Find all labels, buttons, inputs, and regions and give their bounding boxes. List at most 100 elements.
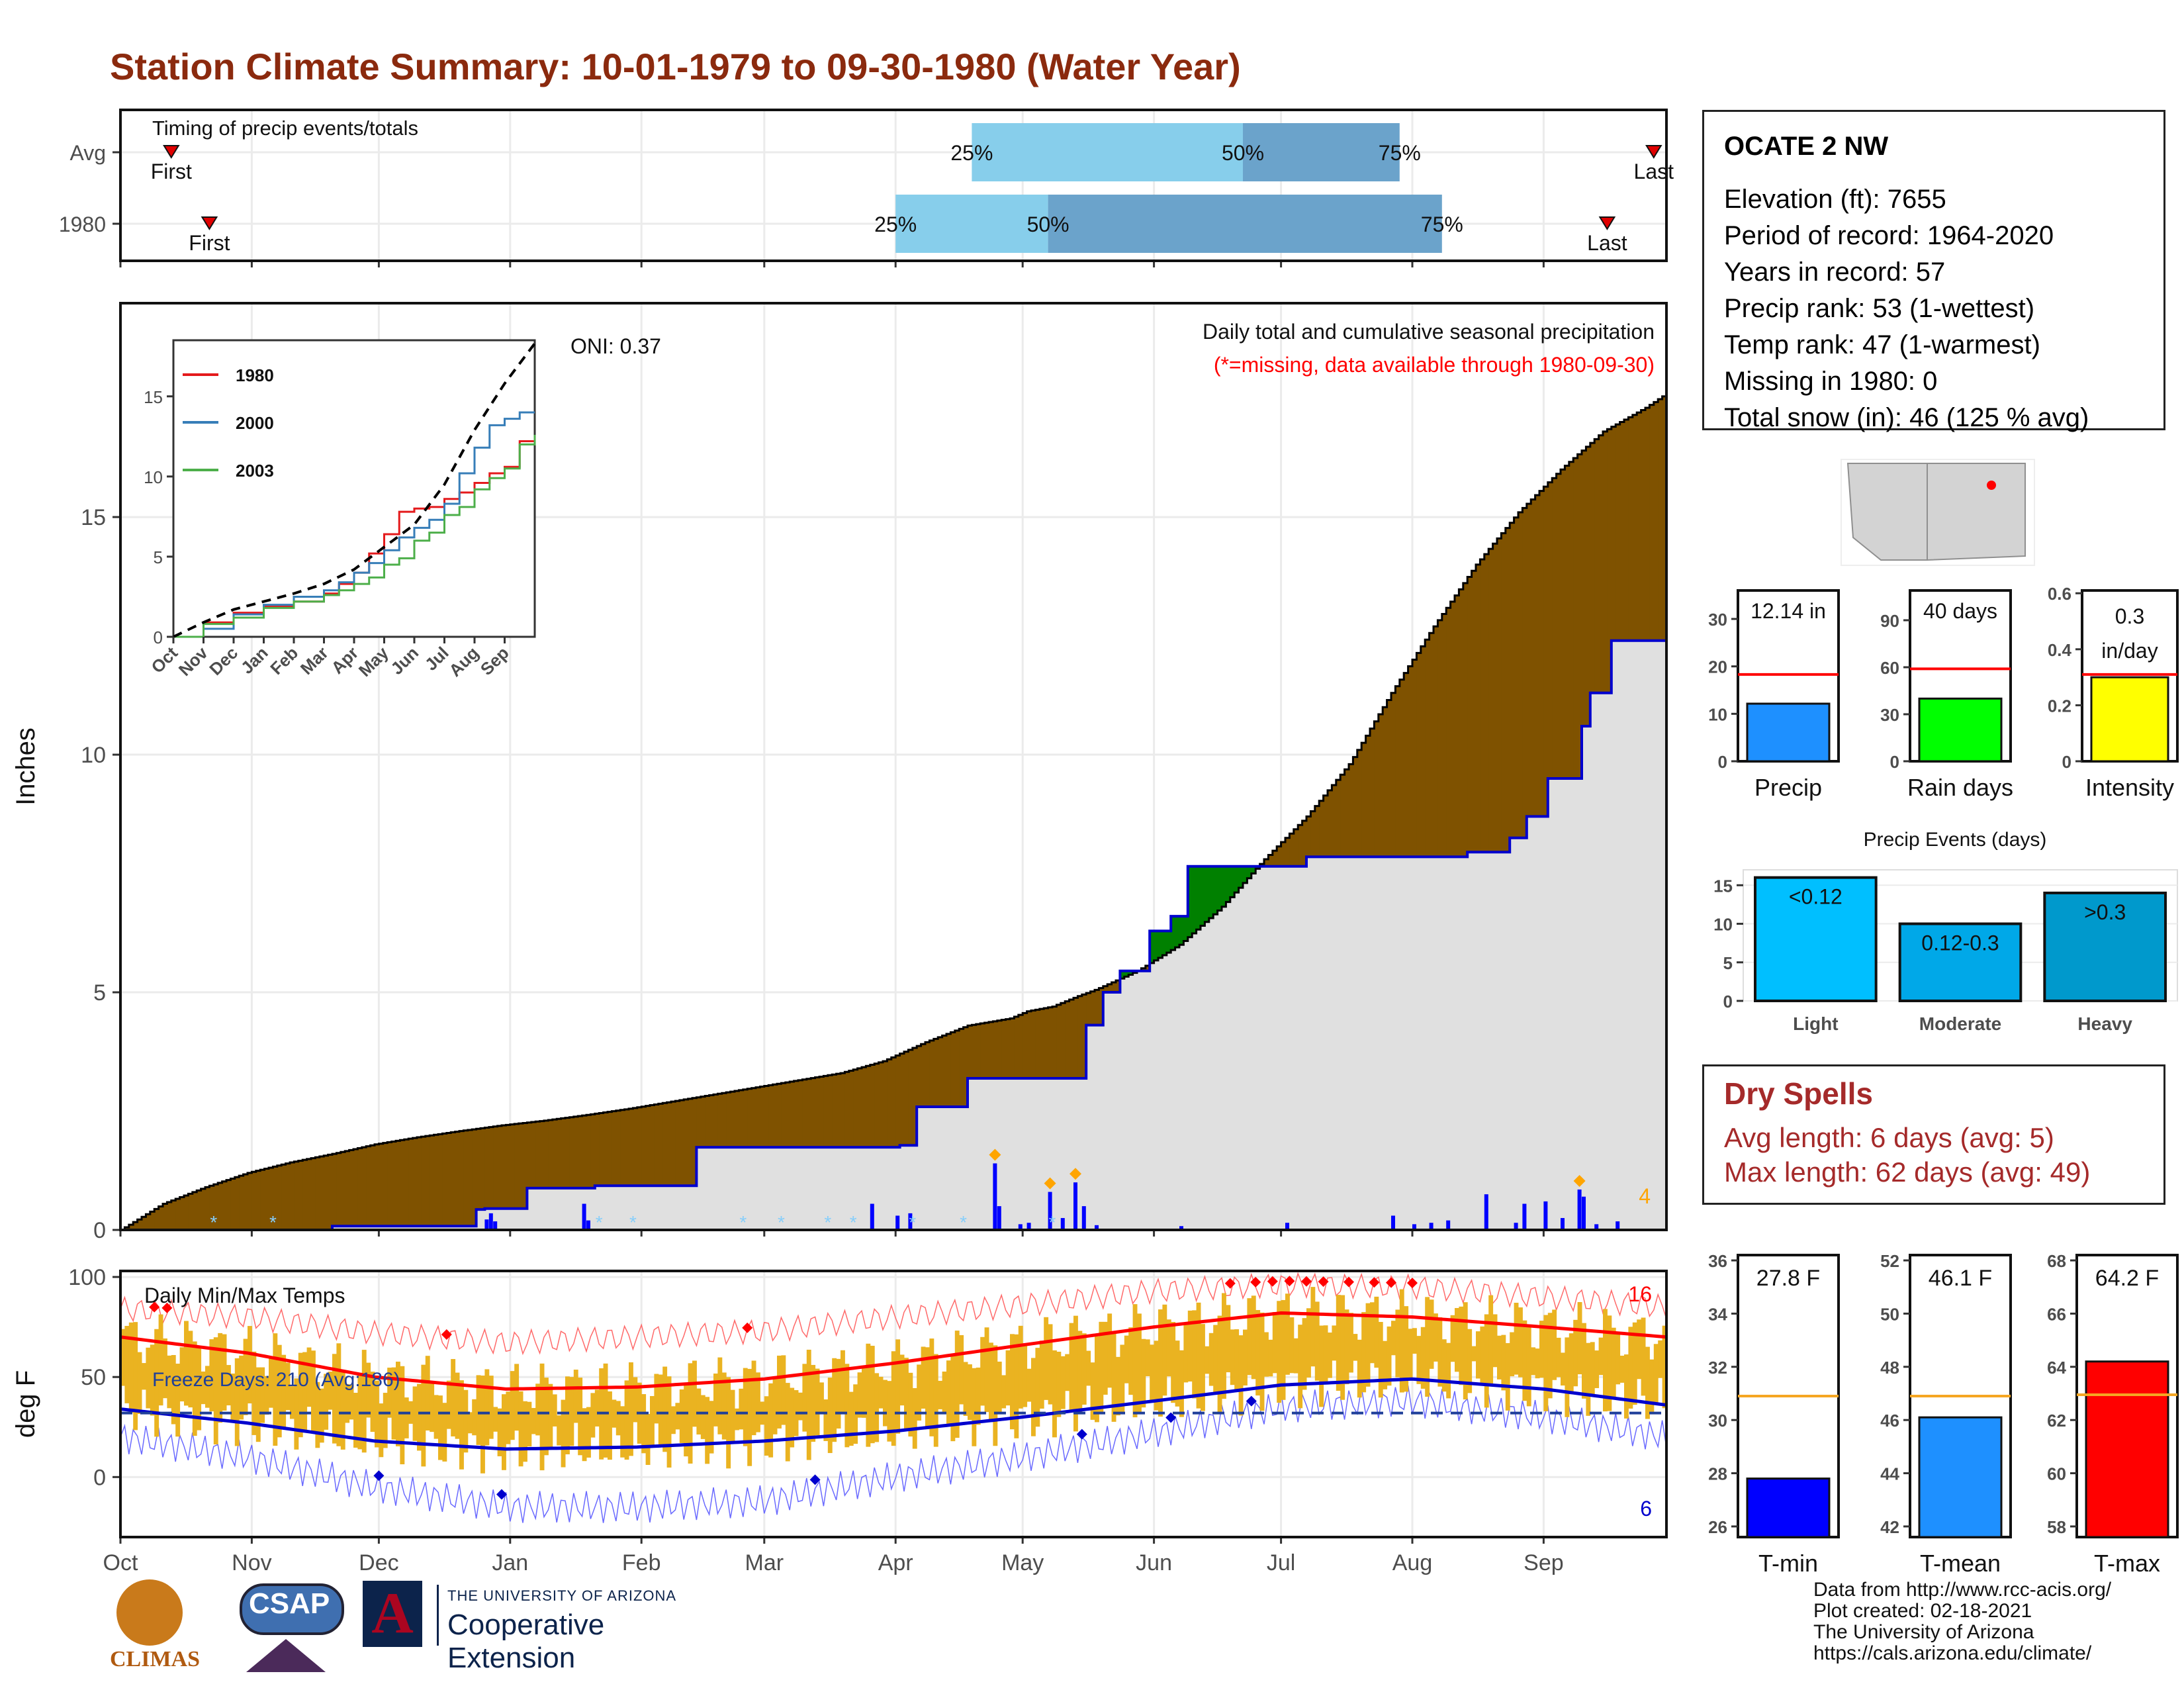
above-normal-area: [968, 1025, 972, 1078]
precip-events-ytick-label: 0: [1723, 992, 1733, 1011]
temp-ytick-label: 100: [68, 1265, 106, 1290]
above-normal-area: [1510, 522, 1515, 838]
above-normal-area: [802, 1079, 807, 1148]
daily-temp-bar: [1370, 1302, 1375, 1364]
daily-temp-bar: [324, 1374, 329, 1430]
above-normal-area: [1514, 517, 1519, 838]
precip-events-inner-label: 0.12-0.3: [1921, 931, 1999, 955]
daily-temp-bar: [1259, 1312, 1265, 1411]
above-normal-area: [997, 1020, 1002, 1078]
above-normal-area: [230, 1178, 236, 1230]
daily-temp-bar: [197, 1348, 202, 1430]
daily-temp-bar: [480, 1376, 485, 1474]
above-normal-area: [726, 1092, 731, 1148]
avg-tmin-line: [120, 1377, 1667, 1451]
credit-university: The University of Arizona: [1813, 1621, 2034, 1643]
above-normal-area: [315, 1157, 320, 1230]
timing-label-50: 50%: [1222, 141, 1264, 165]
above-normal-area: [442, 1133, 447, 1227]
daily-temp-bar: [544, 1378, 549, 1456]
station-name: OCATE 2 NW: [1724, 132, 1889, 161]
daily-temp-bar: [455, 1372, 460, 1439]
daily-temp-bar: [1619, 1355, 1625, 1383]
daily-precip-bar: [993, 1163, 997, 1230]
below-normal-area: [1201, 866, 1205, 926]
above-normal-area: [760, 1086, 765, 1148]
daily-temp-bar: [756, 1372, 760, 1432]
daily-temp-bar: [120, 1329, 125, 1386]
daily-temp-bar: [1222, 1293, 1226, 1399]
dry-spells-avg: Avg length: 6 days (avg: 5): [1724, 1122, 2054, 1153]
tmax-bar-ytick-label: 60: [2047, 1464, 2066, 1484]
inset-ytick-label: 5: [154, 547, 163, 567]
daily-temp-bar: [917, 1364, 922, 1421]
above-normal-area: [539, 1121, 545, 1188]
daily-temp-bar: [823, 1399, 829, 1441]
temp-ylabel: deg F: [11, 1370, 40, 1438]
month-tick-label: Nov: [232, 1550, 271, 1575]
daily-temp-bar: [573, 1370, 578, 1423]
daily-temp-bar: [124, 1325, 130, 1403]
above-normal-area: [972, 1025, 977, 1078]
above-normal-area: [976, 1024, 981, 1078]
daily-temp-bar: [1289, 1317, 1295, 1374]
station-missing: Missing in 1980: 0: [1724, 367, 1938, 396]
above-normal-area: [493, 1126, 498, 1209]
daily-temp-bar: [557, 1415, 562, 1446]
tmax-bar-ytick-label: 64: [2047, 1358, 2066, 1378]
daily-temp-bar: [1208, 1333, 1214, 1386]
daily-precip-bar: [1060, 1218, 1065, 1230]
daily-temp-bar: [404, 1397, 409, 1438]
above-normal-area: [324, 1155, 329, 1230]
intensity-unit: in/day: [2101, 639, 2158, 663]
tmax-bar-label: T-max: [2094, 1550, 2160, 1577]
above-normal-area: [349, 1150, 354, 1227]
above-normal-area: [370, 1145, 375, 1227]
above-normal-area: [1480, 559, 1485, 853]
daily-temp-bar: [1492, 1314, 1498, 1368]
above-normal-area: [848, 1070, 854, 1148]
daily-temp-bar: [1632, 1322, 1637, 1405]
daily-temp-bar: [615, 1401, 621, 1436]
station-precip-rank: Precip rank: 53 (1-wettest): [1724, 294, 2035, 323]
daily-temp-bar: [1323, 1325, 1328, 1384]
above-normal-area: [375, 1144, 379, 1227]
daily-temp-bar: [332, 1354, 337, 1444]
daily-temp-bar: [887, 1381, 892, 1442]
above-normal-area: [650, 1105, 655, 1186]
above-normal-area: [1026, 1011, 1032, 1078]
inset-series-avg: [173, 342, 536, 638]
daily-temp-bar: [811, 1364, 816, 1442]
daily-temp-bar: [1649, 1359, 1655, 1412]
daily-precip-bar: [1018, 1224, 1023, 1230]
daily-temp-bar: [459, 1380, 464, 1470]
snow-marker-icon: *: [629, 1212, 637, 1233]
daily-temp-bar: [777, 1355, 782, 1429]
above-normal-area: [599, 1113, 604, 1186]
above-normal-area: [209, 1186, 214, 1230]
daily-temp-bar: [1183, 1323, 1189, 1383]
above-normal-area: [391, 1141, 396, 1227]
tmax-bar-ytick-label: 68: [2047, 1251, 2066, 1271]
tmin-bar-ytick-label: 36: [1708, 1251, 1727, 1271]
above-normal-area: [1103, 986, 1108, 993]
daily-temp-bar: [1344, 1309, 1349, 1385]
daily-temp-bar: [827, 1378, 833, 1454]
above-normal-area: [1518, 512, 1523, 838]
daily-temp-bar: [1450, 1315, 1455, 1362]
daily-temp-bar: [696, 1388, 702, 1435]
daily-temp-bar: [1471, 1346, 1477, 1362]
daily-temp-bar: [798, 1392, 803, 1421]
daily-temp-bar: [1039, 1340, 1044, 1409]
daily-temp-bar: [578, 1378, 583, 1456]
above-normal-area: [451, 1132, 456, 1227]
daily-temp-bar: [1141, 1338, 1146, 1408]
above-normal-area: [578, 1115, 583, 1188]
above-normal-area: [552, 1119, 557, 1188]
daily-temp-bar: [874, 1373, 880, 1442]
above-normal-area: [192, 1192, 197, 1230]
timing-label-last: Last: [1634, 160, 1674, 183]
above-normal-area: [531, 1122, 536, 1188]
above-normal-area: [1408, 666, 1413, 857]
below-normal-area: [1120, 970, 1125, 979]
